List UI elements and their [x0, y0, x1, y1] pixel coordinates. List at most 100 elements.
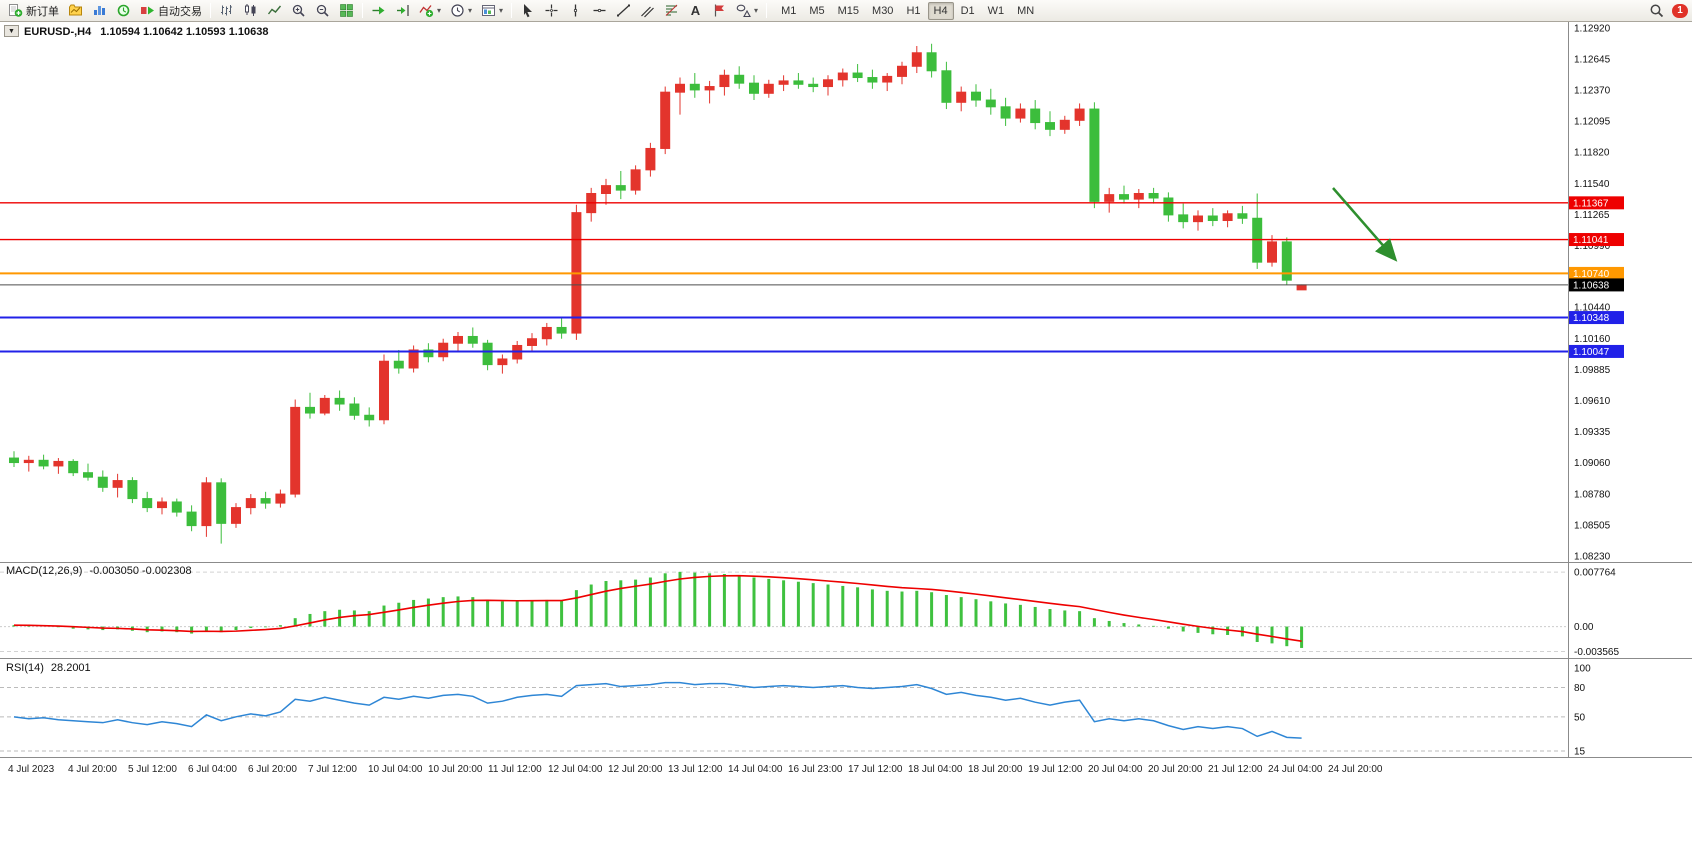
indicators-button[interactable]: ▾ — [415, 1, 445, 21]
rsi-line — [13, 681, 1302, 739]
timeframe-button-m15[interactable]: M15 — [832, 2, 865, 20]
notification-badge[interactable]: 1 — [1672, 3, 1688, 18]
candle-bear — [127, 480, 138, 500]
candle-bear — [1089, 108, 1100, 202]
time-axis-label: 12 Jul 04:00 — [548, 764, 603, 775]
candle-bear — [926, 52, 937, 72]
autotrading-button[interactable]: 自动交易 — [136, 1, 206, 21]
chart-shift-button[interactable] — [391, 1, 414, 21]
toolbar-separator — [766, 3, 768, 18]
hline-price-label: 1.10348 — [1573, 313, 1610, 324]
time-axis-label: 24 Jul 20:00 — [1328, 764, 1383, 775]
candle-bull — [719, 74, 730, 88]
price-axis-label: 1.12370 — [1574, 85, 1611, 96]
candle-bear — [556, 326, 567, 334]
candle-bull — [837, 72, 848, 81]
hline-price-label-bg[interactable] — [1569, 266, 1624, 280]
horizontal-line-icon — [593, 8, 606, 13]
candle-bull — [601, 185, 611, 194]
search-button[interactable] — [1645, 1, 1668, 21]
fibonacci-tool-button[interactable] — [660, 1, 683, 21]
timeframe-button-d1[interactable]: D1 — [955, 2, 981, 20]
timeframe-button-w1[interactable]: W1 — [982, 2, 1011, 20]
collapse-icon: ▼ — [8, 27, 15, 35]
hline-price-label-bg[interactable] — [1569, 196, 1624, 210]
candle-bull — [645, 147, 656, 171]
timeframe-button-m30[interactable]: M30 — [866, 2, 899, 20]
toolbar-separator — [210, 3, 211, 18]
trendline-tool-button[interactable] — [612, 1, 635, 21]
crosshair-tool-button[interactable] — [540, 1, 563, 21]
text-tool-button[interactable]: A — [684, 1, 707, 21]
candle-bull — [1193, 215, 1203, 223]
candle-bull — [275, 493, 286, 504]
timeframe-button-mn[interactable]: MN — [1011, 2, 1040, 20]
horizontal-line-tool-button[interactable] — [588, 1, 611, 21]
line-chart-icon — [267, 5, 282, 15]
candle-bull — [319, 397, 330, 414]
candle-bear — [1000, 106, 1011, 119]
macd-axis-label: 0.007764 — [1574, 568, 1616, 579]
candle-bull — [379, 360, 389, 421]
timeframe-group: M1 M5 M15 M30 H1 H4 D1 W1 MN — [775, 1, 1040, 20]
vertical-line-tool-button[interactable] — [564, 1, 587, 21]
arrows-tool-button[interactable] — [708, 1, 731, 21]
rsi-axis-label: 100 — [1574, 664, 1591, 675]
hline-price-label-bg[interactable] — [1569, 344, 1624, 358]
new-order-button[interactable]: 新订单 — [4, 1, 63, 21]
bar-chart-mode-button[interactable] — [215, 1, 238, 21]
price-axis-label: 1.09335 — [1574, 427, 1611, 438]
templates-button[interactable]: ▾ — [477, 1, 507, 21]
candle-bear — [1237, 213, 1248, 219]
chart-shift-icon — [397, 5, 409, 16]
templates-icon — [482, 5, 496, 16]
line-chart-mode-button[interactable] — [263, 1, 286, 21]
time-axis-label: 7 Jul 12:00 — [308, 764, 357, 775]
profiles-button[interactable] — [64, 1, 87, 21]
ohlc-values: 1.10594 1.10642 1.10593 1.10638 — [100, 26, 269, 38]
time-axis-label: 6 Jul 20:00 — [248, 764, 297, 775]
auto-scroll-button[interactable] — [367, 1, 390, 21]
candle-bull — [763, 83, 774, 94]
tile-windows-button[interactable] — [335, 1, 358, 21]
collapse-chart-button[interactable]: ▼ — [4, 25, 19, 37]
trend-arrow-object[interactable] — [1332, 187, 1398, 262]
candle-bull — [541, 326, 552, 340]
timeframe-button-m5[interactable]: M5 — [803, 2, 830, 20]
cursor-tool-button[interactable] — [516, 1, 539, 21]
zoom-out-button[interactable] — [311, 1, 334, 21]
rsi-name: RSI(14) — [6, 662, 44, 674]
candle-bear — [971, 91, 981, 101]
periods-button[interactable]: ▾ — [446, 1, 476, 21]
candle-bull — [290, 406, 301, 495]
rsi-indicator-label: RSI(14) 28.2001 — [6, 662, 91, 674]
clock-icon — [451, 4, 464, 17]
time-axis-label: 12 Jul 20:00 — [608, 764, 663, 775]
candle-bear — [1178, 214, 1189, 223]
zoom-in-button[interactable] — [287, 1, 310, 21]
hline-price-label-bg[interactable] — [1569, 233, 1624, 247]
time-axis-label: 10 Jul 20:00 — [428, 764, 483, 775]
timeframe-button-m1[interactable]: M1 — [775, 2, 802, 20]
timeframe-button-h4[interactable]: H4 — [927, 1, 954, 20]
candle-bear — [1045, 122, 1055, 130]
candle-bull — [497, 358, 508, 366]
candlestick-mode-button[interactable] — [239, 1, 262, 21]
candle-bull — [408, 349, 419, 369]
macd-name: MACD(12,26,9) — [6, 565, 83, 577]
market-watch-button[interactable] — [88, 1, 111, 21]
channel-tool-button[interactable] — [636, 1, 659, 21]
hline-price-label-bg[interactable] — [1569, 311, 1624, 325]
timeframe-button-h1[interactable]: H1 — [900, 2, 926, 20]
candle-bear — [349, 403, 360, 416]
shapes-tool-button[interactable]: ▾ — [732, 1, 762, 21]
candle-bear — [1252, 217, 1263, 263]
macd-axis-label: -0.003565 — [1574, 647, 1619, 658]
navigator-button[interactable] — [112, 1, 135, 21]
time-axis-label: 13 Jul 12:00 — [668, 764, 723, 775]
toolbar-separator — [511, 3, 513, 18]
rsi-axis-label: 15 — [1574, 747, 1586, 758]
candle-bear — [734, 74, 745, 84]
candle-bull — [201, 482, 212, 527]
